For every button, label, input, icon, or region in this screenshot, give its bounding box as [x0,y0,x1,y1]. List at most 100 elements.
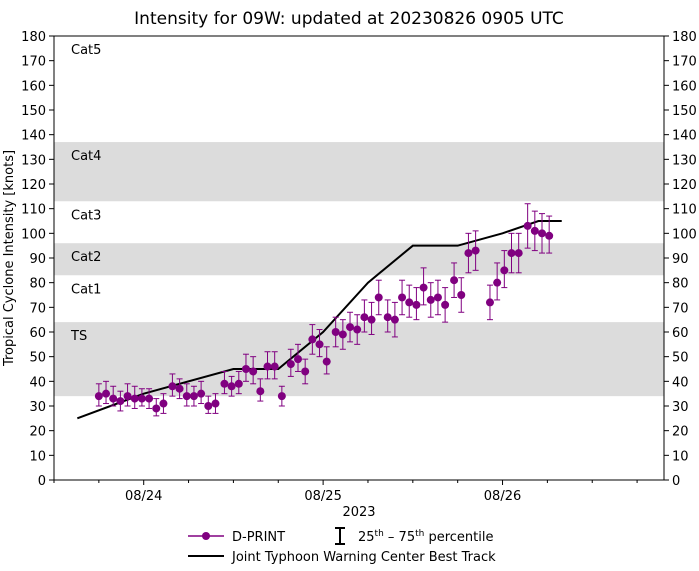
y-tick-label-left: 170 [21,55,46,70]
dprint-point-36 [360,299,369,333]
y-tick-label-left: 100 [21,227,46,242]
y-tick-label-left: 120 [21,178,46,193]
dprint-point-46 [433,279,442,316]
dprint-marker [331,328,340,336]
y-tick-label-right: 140 [672,129,697,144]
dprint-point-25 [277,385,286,407]
dprint-point-52 [485,284,494,321]
y-tick-label-left: 160 [21,79,46,94]
y-tick-label-left: 130 [21,153,46,168]
dprint-marker [485,298,494,307]
dprint-point-5 [130,385,139,409]
dprint-marker [130,394,139,403]
y-tick-label-right: 120 [672,178,697,193]
dprint-marker [398,293,407,302]
y-tick-label-left: 10 [29,449,46,464]
legend-percentile-25: 25 [358,530,375,545]
dprint-point-19 [234,370,243,395]
y-tick-label-right: 50 [672,351,689,366]
dprint-point-22 [256,378,265,402]
y-axis-label: Tropical Cyclone Intensity [knots] [2,150,17,367]
dprint-marker [450,276,459,285]
dprint-marker [182,392,191,401]
dprint-marker [123,392,132,401]
band-label-cat2: Cat2 [71,250,101,265]
dprint-point-29 [308,324,317,355]
dprint-marker [249,367,258,376]
dprint-marker [353,325,362,334]
dprint-marker [419,283,428,292]
dprint-point-27 [294,343,302,372]
legend-dprint-marker [202,532,210,540]
dprint-marker [211,399,220,408]
dprint-point-20 [241,353,250,382]
dprint-point-0 [94,383,103,407]
dprint-point-18 [227,375,236,397]
y-tick-label-left: 80 [29,277,46,292]
dprint-marker [538,229,546,238]
y-tick-label-right: 110 [672,203,697,218]
band-label-cat3: Cat3 [71,208,101,223]
best-track-series [76,220,562,420]
y-tick-label-right: 100 [672,227,697,242]
dprint-marker [277,392,286,401]
y-tick-label-right: 40 [672,375,689,390]
dprint-point-14 [197,380,206,405]
dprint-marker [523,221,532,230]
dprint-point-32 [331,316,340,348]
dprint-point-53 [493,262,502,301]
dprint-marker [256,387,265,396]
dprint-point-50 [464,232,473,274]
dprint-point-56 [514,232,523,274]
dprint-point-48 [450,262,459,298]
y-tick-label-right: 10 [672,449,689,464]
y-tick-label-left: 140 [21,129,46,144]
dprint-marker [346,323,355,332]
legend-percentile-label: 25th – 75th percentile [358,529,493,545]
y-tick-label-right: 150 [672,104,697,119]
dprint-marker [116,397,125,406]
dprint-marker [234,379,243,388]
dprint-point-7 [145,388,154,409]
dprint-marker [433,293,442,302]
dprint-marker [197,389,206,398]
dprint-point-17 [220,370,229,395]
y-tick-label-left: 40 [29,375,46,390]
dprint-point-31 [322,346,331,375]
category-bands: TS Cat1 Cat2 Cat3 Cat4 Cat5 [54,43,664,397]
dprint-point-47 [441,287,450,323]
band-label-cat1: Cat1 [71,282,101,297]
y-tick-label-right: 170 [672,55,697,70]
dprint-marker [464,249,473,258]
dprint-point-59 [538,213,546,254]
dprint-marker [493,278,502,287]
dprint-point-34 [346,311,355,343]
dprint-marker [102,389,111,398]
dprint-point-11 [175,378,184,400]
dprint-marker [145,394,154,403]
y-tick-label-left: 180 [21,30,46,45]
dprint-point-33 [338,319,347,350]
dprint-marker [308,335,317,344]
dprint-marker [530,226,539,235]
dprint-marker [152,404,161,413]
dprint-point-35 [353,314,362,345]
dprint-point-57 [523,203,532,249]
dprint-point-9 [159,393,168,414]
legend-errorbar-icon [335,527,345,545]
y-tick-label-left: 110 [21,203,46,218]
y-tick-label-left: 0 [38,474,46,489]
dprint-point-51 [471,230,480,271]
y-tick-label-left: 50 [29,351,46,366]
y-tick-label-right: 70 [672,301,689,316]
band-label-cat5: Cat5 [71,43,101,58]
dprint-point-44 [419,267,428,306]
dprint-marker [189,392,198,401]
dprint-point-23 [263,351,272,380]
dprint-point-54 [500,250,509,289]
y-tick-label-right: 180 [672,30,697,45]
dprint-point-55 [507,232,516,274]
plot-frame [53,35,665,481]
y-tick-label-left: 60 [29,326,46,341]
